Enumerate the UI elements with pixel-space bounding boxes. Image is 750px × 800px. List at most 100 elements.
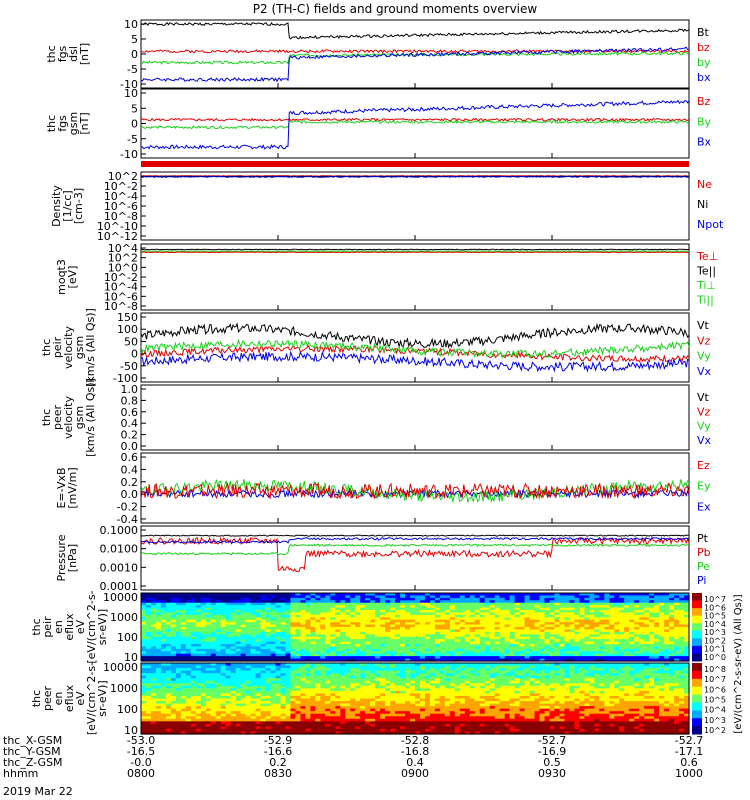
spectrogram-cell bbox=[195, 706, 202, 710]
spectrogram-cell bbox=[564, 631, 571, 635]
spectrogram-cell bbox=[290, 648, 297, 652]
spectrogram-cell bbox=[449, 658, 456, 662]
spectrogram-cell bbox=[380, 641, 386, 645]
spectrogram-cell bbox=[574, 614, 580, 618]
spectrogram-cell bbox=[280, 617, 287, 621]
y-axis-label: thc bbox=[45, 45, 58, 62]
spectrogram-cell bbox=[639, 602, 645, 606]
spectrogram-cell bbox=[634, 653, 640, 657]
spectrogram-cell bbox=[170, 708, 177, 712]
spectrogram-cell bbox=[434, 653, 441, 657]
spectrogram-cell bbox=[300, 716, 306, 720]
spectrogram-cell bbox=[649, 602, 655, 606]
spectrogram-cell bbox=[410, 622, 416, 626]
spectrogram-cell bbox=[405, 695, 411, 700]
spectrogram-cell bbox=[400, 685, 406, 689]
spectrogram-cell bbox=[310, 610, 316, 614]
spectrogram-cell bbox=[489, 619, 496, 623]
spectrogram-cell bbox=[424, 690, 431, 695]
spectrogram-cell bbox=[325, 668, 331, 672]
spectrogram-cell bbox=[280, 706, 287, 710]
spectrogram-cell bbox=[285, 602, 292, 606]
spectrogram-cell bbox=[320, 665, 326, 669]
spectrogram-cell bbox=[210, 622, 217, 626]
spectrogram-cell bbox=[165, 653, 172, 657]
spectrogram-cell bbox=[160, 629, 167, 633]
spectrogram-cell bbox=[385, 690, 391, 695]
spectrogram-cell bbox=[145, 658, 152, 662]
spectrogram-cell bbox=[285, 690, 292, 695]
spectrogram-cell bbox=[554, 648, 561, 652]
spectrogram-cell bbox=[325, 595, 331, 599]
spectrogram-cell bbox=[599, 605, 605, 609]
spectrogram-cell bbox=[305, 617, 311, 621]
spectrogram-cell bbox=[355, 607, 361, 611]
spectrogram-cell bbox=[141, 680, 147, 684]
spectrogram-cell bbox=[340, 726, 346, 730]
spectrogram-cell bbox=[230, 644, 237, 648]
spectrogram-cell bbox=[554, 595, 561, 599]
spectrogram-cell bbox=[230, 723, 237, 727]
spectrogram-cell bbox=[350, 612, 356, 616]
spectrogram-cell bbox=[345, 602, 351, 606]
spectrogram-cell bbox=[574, 605, 580, 609]
spectrogram-cell bbox=[230, 713, 237, 717]
spectrogram-cell bbox=[669, 639, 675, 643]
spectrogram-cell bbox=[305, 648, 311, 652]
colorbar-tick: 10^3 bbox=[704, 628, 726, 637]
spectrogram-cell bbox=[190, 646, 197, 650]
spectrogram-cell bbox=[370, 663, 376, 667]
spectrogram-cell bbox=[434, 639, 441, 643]
spectrogram-cell bbox=[669, 622, 675, 626]
y-tick-label: 0 bbox=[131, 118, 138, 131]
spectrogram-cell bbox=[559, 605, 566, 609]
spectrogram-cell bbox=[569, 612, 576, 616]
spectrogram-cell bbox=[589, 651, 595, 655]
spectrogram-cell bbox=[315, 629, 321, 633]
spectrogram-cell bbox=[410, 665, 416, 669]
spectrogram-cell bbox=[310, 607, 316, 611]
spectrogram-cell bbox=[584, 646, 590, 650]
spectrogram-cell bbox=[255, 690, 262, 695]
spectrogram-cell bbox=[325, 698, 331, 702]
spectrogram-cell bbox=[160, 718, 167, 722]
spectrogram-cell bbox=[285, 708, 292, 712]
spectrogram-cell bbox=[355, 688, 361, 692]
spectrogram-cell bbox=[230, 622, 237, 626]
spectrogram-cell bbox=[395, 683, 401, 687]
spectrogram-cell bbox=[569, 639, 576, 643]
spectrogram-cell bbox=[190, 678, 197, 682]
spectrogram-cell bbox=[205, 607, 212, 611]
spectrogram-cell bbox=[300, 680, 306, 684]
spectrogram-cell bbox=[270, 612, 277, 616]
spectrogram-cell bbox=[270, 718, 277, 722]
spectrogram-cell bbox=[674, 605, 680, 609]
spectrogram-cell bbox=[664, 602, 670, 606]
spectrogram-cell bbox=[360, 708, 366, 712]
spectrogram-cell bbox=[240, 629, 247, 633]
spectrogram-cell bbox=[415, 612, 421, 616]
spectrogram-cell bbox=[589, 658, 595, 662]
spectrogram-cell bbox=[330, 656, 336, 660]
spectrogram-cell bbox=[150, 701, 157, 705]
legend-Vy: Vy bbox=[697, 420, 711, 433]
spectrogram-cell bbox=[185, 593, 192, 597]
spectrogram-cell bbox=[295, 668, 302, 672]
spectrogram-cell bbox=[185, 723, 192, 727]
spectrogram-cell bbox=[335, 622, 341, 626]
spectrogram-cell bbox=[574, 641, 580, 645]
spectrogram-cell bbox=[235, 698, 242, 702]
spectrogram-cell bbox=[245, 683, 252, 687]
spectrogram-cell bbox=[405, 624, 411, 628]
spectrogram-cell bbox=[265, 711, 272, 715]
spectrogram-cell bbox=[255, 597, 262, 601]
spectrogram-cell bbox=[290, 695, 297, 700]
spectrogram-cell bbox=[424, 685, 431, 689]
spectrogram-cell bbox=[579, 656, 585, 660]
spectrogram-cell bbox=[160, 624, 167, 628]
spectrogram-cell bbox=[484, 653, 491, 657]
spectrogram-cell bbox=[195, 726, 202, 730]
spectrogram-cell bbox=[285, 711, 292, 715]
spectrogram-cell bbox=[584, 639, 590, 643]
spectrogram-cell bbox=[320, 619, 326, 623]
